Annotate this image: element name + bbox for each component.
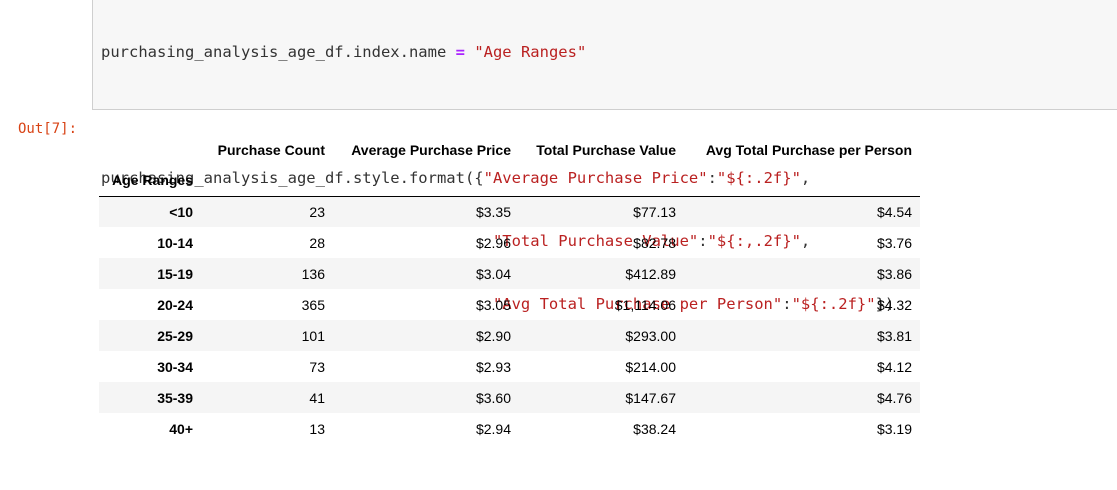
table-row: 30-34 73 $2.93 $214.00 $4.12: [99, 351, 920, 382]
cell-total-purchase-value: $1,114.06: [614, 296, 676, 313]
cell-average-purchase-price: $3.35: [475, 203, 511, 220]
cell-avg-total-per-person: $4.32: [876, 296, 912, 313]
cell-total-purchase-value: $293.00: [625, 327, 676, 344]
cell-avg-total-per-person: $3.81: [876, 327, 912, 344]
cell-average-purchase-price: $2.90: [475, 327, 511, 344]
code-line-3: "Total Purchase Value":"${:,.2f}",: [101, 231, 894, 252]
code-line-blank: [101, 105, 894, 126]
header-blank: [333, 165, 519, 197]
code-operator: =: [455, 43, 465, 61]
code-punct: :: [698, 232, 708, 250]
index-name-row: Age Ranges: [99, 165, 920, 197]
table-row: 35-39 41 $3.60 $147.67 $4.76: [99, 382, 920, 413]
output-prompt: Out[7]:: [18, 121, 78, 137]
header-blank: [684, 165, 920, 197]
row-index: 20-24: [157, 296, 193, 313]
table-row: 40+ 13 $2.94 $38.24 $3.19: [99, 413, 920, 444]
cell-purchase-count: 365: [301, 296, 325, 313]
code-punct: :: [782, 295, 792, 313]
code-line-4: "Avg Total Purchase per Person":"${:.2f}…: [101, 294, 894, 315]
cell-purchase-count: 13: [309, 420, 325, 437]
code-var: purchasing_analysis_age_df.index.name: [101, 43, 447, 61]
cell-purchase-count: 136: [301, 265, 325, 282]
cell-total-purchase-value: $38.24: [633, 420, 676, 437]
cell-average-purchase-price: $3.04: [475, 265, 511, 282]
row-index: 40+: [169, 420, 193, 437]
row-index: 35-39: [157, 389, 193, 406]
header-blank: [201, 165, 333, 197]
cell-purchase-count: 73: [309, 358, 325, 375]
cell-avg-total-per-person: $4.76: [876, 389, 912, 406]
column-header-total-purchase-value: Total Purchase Value: [536, 141, 676, 158]
row-index: 10-14: [157, 234, 193, 251]
code-cell[interactable]: purchasing_analysis_age_df.index.name = …: [92, 0, 1117, 313]
column-header-row: Purchase Count Average Purchase Price To…: [99, 134, 920, 165]
code-string: "Total Purchase Value": [492, 232, 699, 250]
code-string: "Avg Total Purchase per Person": [492, 295, 783, 313]
code-string: "${:,.2f}": [707, 232, 801, 250]
dataframe-table: Purchase Count Average Purchase Price To…: [99, 134, 920, 444]
row-index: 30-34: [157, 358, 193, 375]
code-line-1: purchasing_analysis_age_df.index.name = …: [101, 42, 894, 63]
cell-purchase-count: 23: [309, 203, 325, 220]
cell-avg-total-per-person: $4.54: [876, 203, 912, 220]
column-header-purchase-count: Purchase Count: [217, 141, 325, 158]
cell-avg-total-per-person: $3.19: [876, 420, 912, 437]
header-blank: [519, 165, 684, 197]
cell-average-purchase-price: $3.60: [475, 389, 511, 406]
row-index: 25-29: [157, 327, 193, 344]
table-row: 20-24 365 $3.05 $1,114.06 $4.32: [99, 289, 920, 320]
cell-total-purchase-value: $147.67: [625, 389, 676, 406]
cell-total-purchase-value: $412.89: [625, 265, 676, 282]
cell-purchase-count: 101: [301, 327, 325, 344]
row-index: <10: [169, 203, 193, 220]
column-header-average-purchase-price: Average Purchase Price: [351, 141, 511, 158]
table-row: <10 23 $3.35 $77.13 $4.54: [99, 196, 920, 227]
cell-avg-total-per-person: $3.76: [876, 234, 912, 251]
row-index: 15-19: [157, 265, 193, 282]
column-header-avg-total-per-person: Avg Total Purchase per Person: [705, 141, 912, 158]
table-row: 15-19 136 $3.04 $412.89 $3.86: [99, 258, 920, 289]
cell-total-purchase-value: $82.78: [633, 234, 676, 251]
cell-total-purchase-value: $77.13: [633, 203, 676, 220]
cell-average-purchase-price: $3.05: [475, 296, 511, 313]
header-blank: [99, 134, 201, 165]
cell-avg-total-per-person: $4.12: [876, 358, 912, 375]
code-punct: }): [875, 295, 895, 313]
code-string: "Age Ranges": [474, 43, 587, 61]
cell-average-purchase-price: $2.94: [475, 420, 511, 437]
table-row: 10-14 28 $2.96 $82.78 $3.76: [99, 227, 920, 258]
cell-total-purchase-value: $214.00: [625, 358, 676, 375]
cell-avg-total-per-person: $3.86: [876, 265, 912, 282]
cell-purchase-count: 41: [309, 389, 325, 406]
cell-purchase-count: 28: [309, 234, 325, 251]
code-punct: ,: [800, 232, 811, 250]
table-row: 25-29 101 $2.90 $293.00 $3.81: [99, 320, 920, 351]
cell-average-purchase-price: $2.96: [475, 234, 511, 251]
code-string: "${:.2f}": [791, 295, 876, 313]
index-name: Age Ranges: [99, 165, 201, 197]
cell-average-purchase-price: $2.93: [475, 358, 511, 375]
